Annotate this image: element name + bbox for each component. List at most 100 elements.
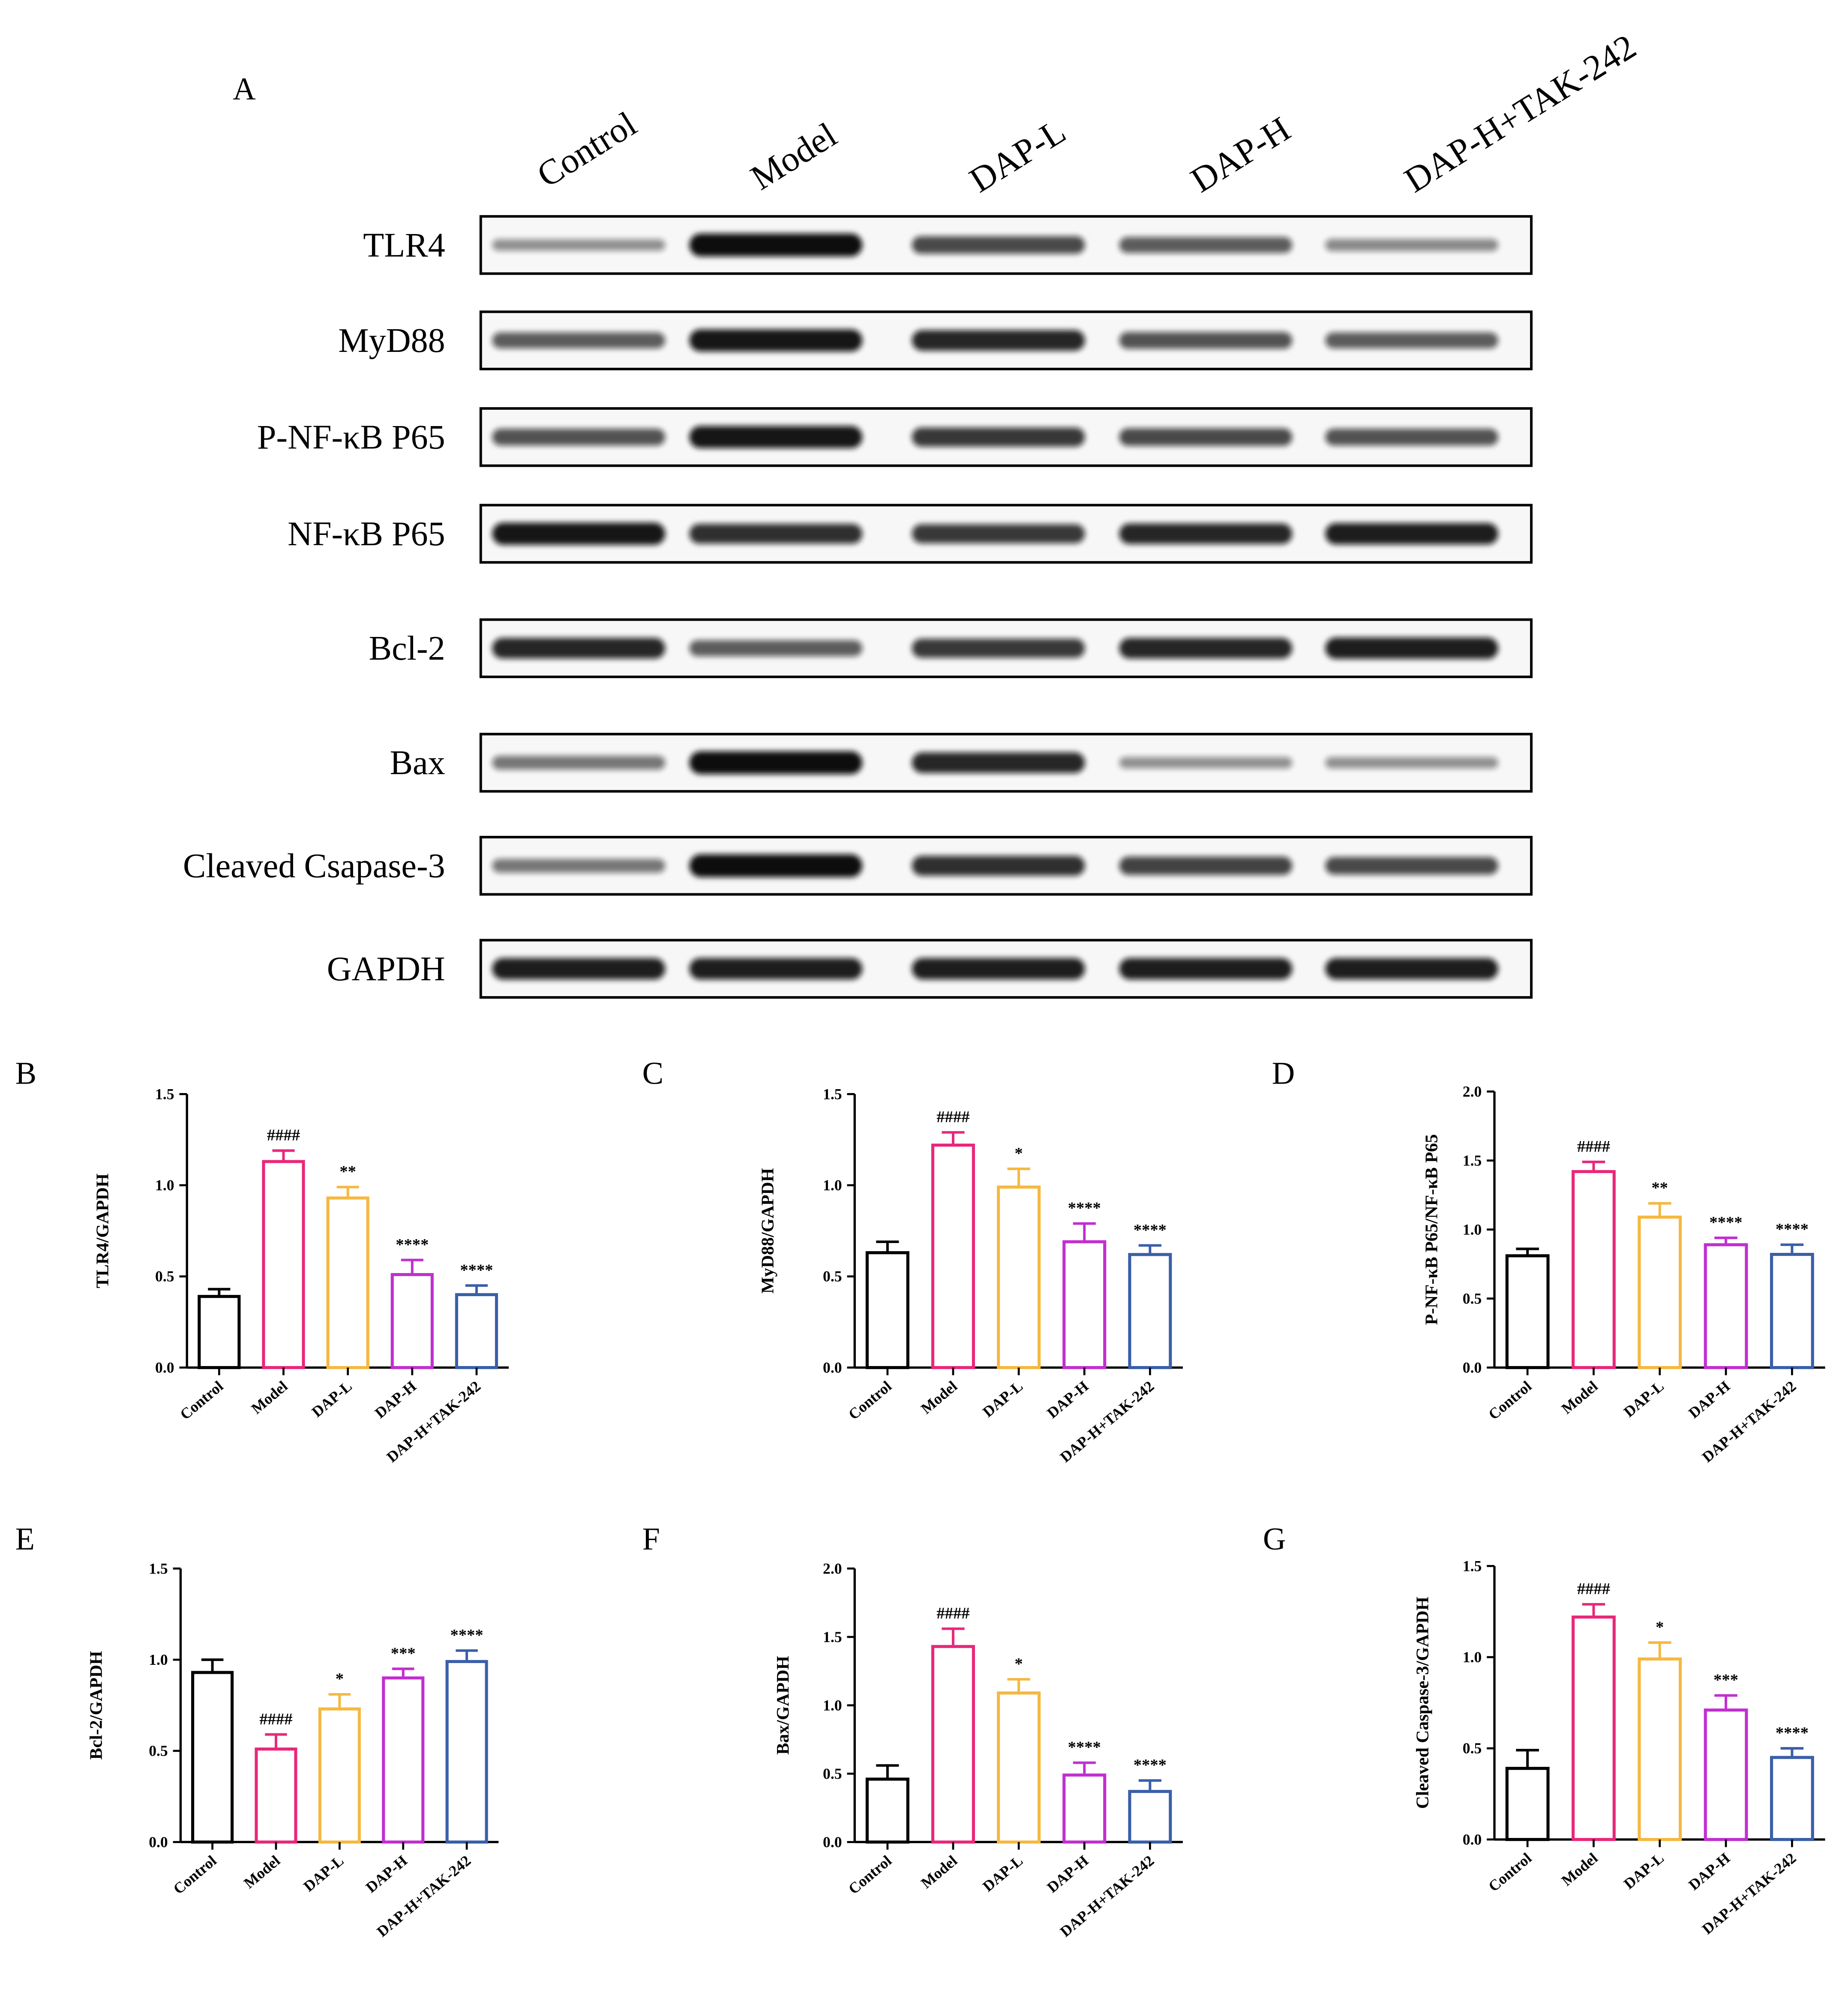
bar-control [1505,1767,1550,1841]
blot-band [689,751,863,775]
significance-label: ** [1652,1179,1668,1197]
blot-band [492,958,666,980]
blot-row-label: NF-κB P65 [288,515,445,553]
blot-band [1325,429,1498,446]
bar-dap-h-tak-242 [445,1660,488,1844]
blot-band [912,236,1085,254]
significance-label: *** [1713,1671,1738,1689]
y-axis-label: Cleaved Caspase-3/GAPDH [1413,1597,1432,1809]
blot-band [1325,857,1498,875]
blot-band [689,854,863,877]
bar-dap-h [1704,1708,1748,1841]
blot-band [492,332,666,348]
blot-band [1325,332,1498,348]
x-tick-label: DAP-L [300,1852,347,1895]
bar-dap-l [1638,1216,1682,1369]
significance-label: **** [1710,1213,1743,1231]
blot-row: Cleaved Csapase-3 [183,836,1533,896]
blot-band [689,329,863,351]
blot-band [912,639,1085,658]
bar-control [191,1671,234,1844]
x-tick-label: DAP-L [979,1852,1026,1895]
bar-charts: B 0.0 0.5 1.0 1.5 TLR4/GAPDH Control #### Model *… [15,1056,1825,1940]
y-tick-label: 1.5 [1463,1152,1482,1169]
x-tick-label: DAP-L [309,1378,355,1421]
bar-model [1572,1616,1616,1841]
y-tick-label: 2.0 [823,1560,842,1577]
blot-band [689,426,863,448]
y-axis-label: MyD88/GAPDH [757,1168,777,1294]
y-tick-label: 0.5 [1463,1290,1482,1307]
y-axis-label: Bcl-2/GAPDH [86,1651,105,1760]
y-tick-label: 2.0 [1463,1083,1482,1100]
bar-dap-l [1638,1657,1682,1841]
blot-band [1119,428,1293,446]
x-tick-label: Model [1558,1849,1601,1889]
x-tick-label: Control [170,1852,219,1898]
bar-dap-h-tak-242 [1770,1252,1814,1369]
y-tick-label: 1.0 [823,1177,842,1194]
bar-model [931,1645,975,1844]
significance-label: #### [259,1710,292,1728]
y-tick-label: 1.0 [823,1697,842,1714]
x-tick-label: Model [918,1852,960,1892]
bar-dap-h [1062,1773,1107,1844]
blot-band [492,756,666,770]
blot-band [912,427,1085,447]
y-tick-label: 1.5 [1463,1557,1482,1574]
bar-dap-h-tak-242 [1128,1253,1172,1369]
significance-label: * [336,1670,344,1688]
bar-model [262,1160,305,1369]
x-tick-label: Model [1558,1377,1601,1417]
panel-letter: D [1272,1056,1295,1091]
bar-control [1505,1254,1550,1369]
significance-label: **** [1134,1221,1167,1239]
panel-letter: F [642,1522,660,1557]
x-tick-label: DAP-H [1685,1377,1733,1421]
significance-label: *** [391,1645,416,1663]
blot-band [492,239,666,251]
y-tick-label: 0.5 [155,1268,174,1285]
y-tick-label: 0.5 [823,1765,842,1782]
significance-label: **** [1776,1724,1809,1742]
x-tick-label: Model [240,1852,283,1892]
blot-band [689,524,863,544]
x-tick-label: Model [248,1377,291,1417]
x-tick-label: DAP-L [1620,1378,1667,1421]
significance-label: #### [936,1108,969,1126]
blot-band [492,429,666,446]
bar-dap-h [1062,1240,1107,1369]
panel-letter: G [1263,1522,1286,1557]
bar-dap-l [326,1196,369,1369]
significance-label: * [1656,1618,1664,1636]
blot-band [492,859,666,873]
blot-row: Bcl-2 [369,618,1533,679]
chart-panel-g: G 0.0 0.5 1.0 1.5 Cleaved Caspase-3/GAPDH Cont… [1263,1522,1825,1938]
x-tick-label: DAP-L [979,1378,1026,1421]
blot-band [912,330,1085,351]
x-tick-label: Control [845,1852,895,1898]
y-tick-label: 1.0 [1463,1649,1482,1666]
y-tick-label: 0.5 [823,1268,842,1285]
x-tick-label: DAP-H [1685,1849,1733,1893]
chart-panel-b: B 0.0 0.5 1.0 1.5 TLR4/GAPDH Control #### Model *… [15,1056,509,1466]
significance-label: * [1014,1655,1023,1673]
blot-band [1119,958,1293,980]
blot-band [1119,856,1293,875]
blot-band [492,638,666,659]
y-tick-label: 0.0 [155,1359,174,1376]
x-tick-label: Control [1485,1377,1535,1423]
y-tick-label: 0.0 [149,1833,168,1850]
blot-band [1119,523,1293,544]
blot-row-label: P-NF-κB P65 [257,418,445,456]
significance-label: **** [1068,1739,1101,1757]
bar-dap-h [390,1273,434,1369]
blot-row: P-NF-κB P65 [257,407,1533,467]
significance-label: #### [1577,1138,1610,1156]
bar-control [198,1295,241,1369]
blot-row: GAPDH [327,939,1533,999]
y-axis-label: P-NF-κB P65/NF-κB P65 [1421,1134,1441,1325]
blot-band [1325,523,1498,545]
x-tick-label: DAP-L [1620,1850,1667,1893]
y-tick-label: 0.0 [823,1833,842,1850]
